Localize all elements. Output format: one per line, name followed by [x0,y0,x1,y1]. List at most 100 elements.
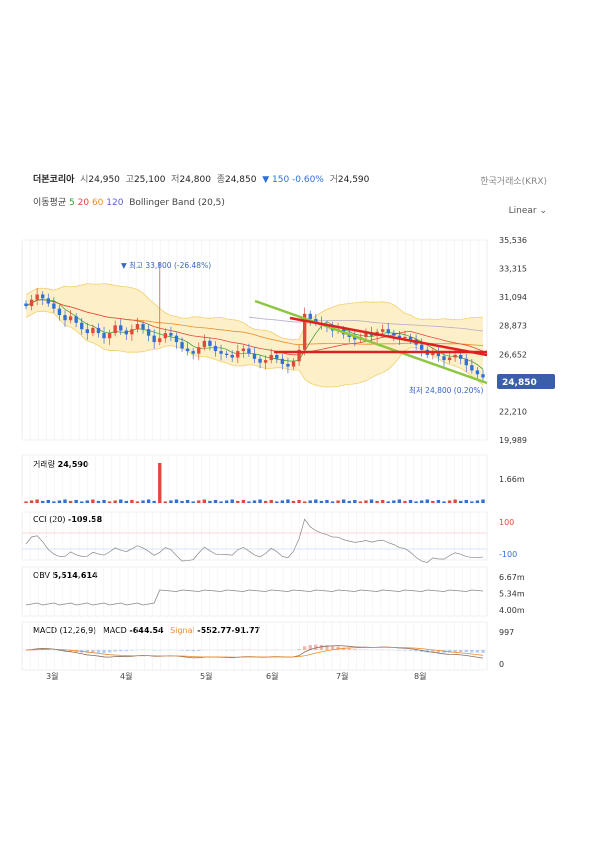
current-price-tag [497,374,555,389]
green-trend-line [254,299,488,385]
candle-body [420,344,424,350]
candle [436,346,441,362]
candle-body [475,370,480,375]
volume-bar [96,500,101,503]
macd-hist-bar [420,650,424,652]
candle [57,305,62,321]
macd-hist-bar [341,647,346,650]
volume-bar [386,501,390,503]
candle [163,328,168,343]
volume-bar [219,501,223,503]
volume-panel-label: 거래량 [33,459,56,469]
candle [29,294,34,311]
macd-hist-bar [464,650,468,653]
macd-line-value: -644.54 [129,626,164,635]
candle [459,351,463,365]
bollinger-band-fill [26,283,483,388]
candle-body [258,358,262,363]
volume-bar [85,500,89,503]
obv-panel-value: 5,514,614 [53,571,98,580]
candle [191,347,195,360]
volume-bar [364,500,368,503]
exchange-label: 한국거래소(KRX) [480,177,547,187]
volume-bar [481,499,485,503]
volume-bar [52,501,56,503]
candle-body [280,358,285,364]
candle-body [35,294,39,300]
candle-body [397,335,402,339]
high-value: 25,100 [133,175,166,185]
candle-body [213,345,218,352]
open-value: 24,950 [88,175,120,185]
open-label: 시 [80,175,89,185]
volume-bar [392,500,396,503]
volume-bar [197,500,201,503]
candle [447,352,452,364]
volume-bar [470,501,474,503]
candle-body [431,352,435,355]
candle-body [180,342,184,349]
candle-body [453,354,457,358]
candle-body [252,353,257,359]
low-label: 저 [171,175,180,185]
volume-bar [319,500,324,503]
macd-hist-bar [102,650,106,653]
scale-mode-dropdown[interactable]: Linear ⌄ [509,206,547,216]
cci-panel-value: -109.58 [68,515,103,524]
candle [152,329,156,349]
candle-body [308,313,312,319]
cci-line [25,518,484,563]
macd-hist-bar [431,650,435,653]
signal-line [25,646,484,658]
candle [130,324,134,342]
panel-frame [21,566,488,617]
high-annotation: ▼ 최고 33,800 (-26.48%) [121,260,211,270]
candle [197,342,201,361]
macd-hist-bar [403,650,407,651]
macd-hist-bar [107,650,112,653]
stock-name: 더본코리아 [33,175,75,185]
candle [353,330,357,347]
candle-body [291,361,296,367]
ma20-label: 20 [77,198,90,208]
macd-hist-bar [319,644,324,650]
candle-body [247,348,251,354]
quote-header: 더본코리아 시24,950 고25,100 저24,800 종24,850 ▼ … [33,172,369,185]
volume-bar [141,500,145,503]
red-trend-line-falling [289,316,488,357]
candle [185,342,190,356]
volume-bar [425,499,429,503]
trend-lines [254,299,488,385]
candle-body [46,298,50,304]
volume-bar [369,499,374,503]
macd-hist-bar [85,650,89,653]
obv-tick-label: 5.34m [499,590,525,599]
low-value: 24,800 [179,175,211,185]
volume-bar [68,500,73,503]
volume-bar [152,500,156,503]
close-value: 24,850 [224,175,257,185]
obv-tick-label: 6.67m [499,573,525,582]
price-tick-label: 22,210 [499,407,527,416]
time-tick-label: 8월 [414,671,426,681]
macd-hist-bar [447,650,452,653]
candle-body [135,324,140,330]
candle [146,324,151,342]
volume-bar [280,500,285,503]
macd-hist-bar [124,650,128,652]
candle-body [29,299,34,307]
price-tick-label: 26,652 [499,350,527,359]
volume-bar [297,499,301,503]
candle-body [347,334,351,337]
volume-bar [236,500,240,503]
candle-body [381,329,385,332]
volume-bar [63,499,67,503]
candle-body [386,329,390,334]
candle [275,351,279,364]
volume-bar [35,499,39,503]
candle [180,337,184,352]
volume-bar [336,500,340,503]
candle-body [302,313,307,350]
volume-bar [381,499,385,503]
